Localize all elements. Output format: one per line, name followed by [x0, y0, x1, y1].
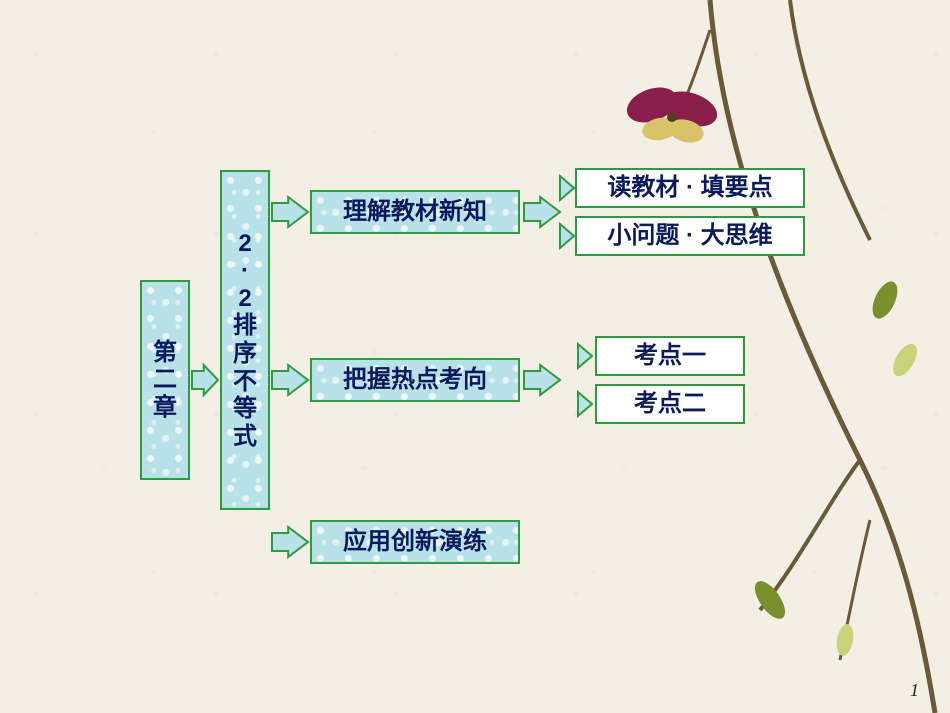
arrow-icon	[272, 365, 308, 395]
node-section[interactable]: 2 · 2 排 序 不 等 式	[220, 170, 270, 510]
node-small-questions[interactable]: 小问题 · 大思维	[575, 216, 805, 256]
node-keypoint-2[interactable]: 考点二	[595, 384, 745, 424]
arrow-icon	[578, 392, 592, 416]
node-read-textbook[interactable]: 读教材 · 填要点	[575, 168, 805, 208]
node-understand-label: 理解教材新知	[343, 198, 487, 226]
node-chapter-label: 第 二 章	[153, 339, 177, 422]
node-read-textbook-label: 读教材 · 填要点	[607, 174, 772, 202]
page-number: 1	[910, 680, 919, 701]
node-hotspots[interactable]: 把握热点考向	[310, 358, 520, 402]
node-practice[interactable]: 应用创新演练	[310, 520, 520, 564]
arrow-icon	[524, 197, 560, 227]
arrow-icon	[272, 197, 308, 227]
node-keypoint-2-label: 考点二	[634, 390, 706, 418]
arrow-icon	[578, 344, 592, 368]
node-keypoint-1-label: 考点一	[634, 342, 706, 370]
node-keypoint-1[interactable]: 考点一	[595, 336, 745, 376]
arrow-icon	[192, 365, 218, 395]
node-understand[interactable]: 理解教材新知	[310, 190, 520, 234]
node-chapter[interactable]: 第 二 章	[140, 280, 190, 480]
slide-stage: 第 二 章 2 · 2 排 序 不 等 式 理解教材新知 把握热点考向 应用创新…	[0, 0, 950, 713]
node-hotspots-label: 把握热点考向	[343, 366, 487, 394]
node-small-questions-label: 小问题 · 大思维	[607, 222, 772, 250]
arrow-icon	[560, 224, 574, 248]
arrow-icon	[524, 365, 560, 395]
arrow-icon	[560, 176, 574, 200]
node-practice-label: 应用创新演练	[343, 528, 487, 556]
node-section-label: 2 · 2 排 序 不 等 式	[233, 230, 257, 451]
arrow-icon	[272, 527, 308, 557]
